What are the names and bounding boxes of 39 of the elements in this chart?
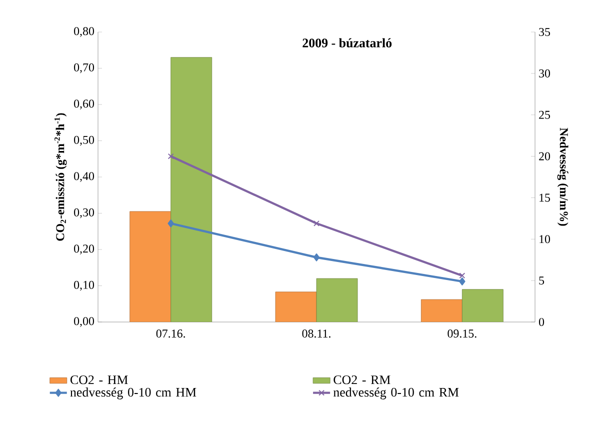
y2-tick-label: 35	[539, 28, 550, 36]
x-tick-label: 08.11.	[302, 330, 330, 338]
y-tick-label: 0,00	[74, 317, 94, 327]
point	[459, 277, 466, 286]
legend-label: CO2 - HM	[70, 375, 128, 384]
y-tick-label: 0,50	[74, 136, 94, 146]
y-tick-label: 0,10	[74, 280, 94, 291]
y2-tick-label: 0	[538, 318, 544, 326]
y-axis-title: CO$_{2}$-emisszió (g*m$^{-2}$*h$^{-1}$)	[54, 113, 67, 241]
point	[168, 219, 174, 228]
y-tick-label: 0,80	[74, 27, 94, 37]
y2-tick-label: 20	[539, 152, 550, 160]
point	[313, 253, 320, 262]
y2-axis-title: Nedvesség (m/m%)	[557, 128, 568, 226]
x-tick-label: 07.16.	[156, 330, 185, 338]
bar	[170, 57, 212, 322]
y-tick-label: 0,20	[74, 244, 94, 254]
y-tick-label: 0,70	[74, 63, 94, 74]
point	[459, 272, 466, 279]
bar	[420, 299, 462, 322]
point	[168, 153, 174, 160]
y2-tick-label: 15	[540, 194, 550, 202]
y-tick-label: 0,30	[74, 208, 94, 218]
bar	[130, 211, 172, 322]
y-tick-label: 0,40	[74, 172, 94, 182]
y2-tick-label: 5	[539, 276, 544, 285]
point	[314, 220, 320, 226]
y2-tick-label: 10	[540, 235, 550, 244]
bar	[316, 278, 358, 322]
y2-tick-label: 25	[539, 110, 550, 119]
x-tick-label: 09.15.	[448, 330, 476, 338]
bar	[275, 292, 317, 322]
chart-title: 2009 - búzatarló	[302, 38, 392, 48]
y2-tick-label: 30	[539, 69, 550, 78]
y-tick-label: 0,60	[74, 100, 94, 110]
legend-label: nedvesség 0-10 cm HM	[70, 388, 196, 400]
legend-label: nedvesség 0-10 cm RM	[333, 388, 459, 400]
legend-label: CO2 - RM	[334, 375, 390, 384]
bar	[462, 289, 504, 322]
